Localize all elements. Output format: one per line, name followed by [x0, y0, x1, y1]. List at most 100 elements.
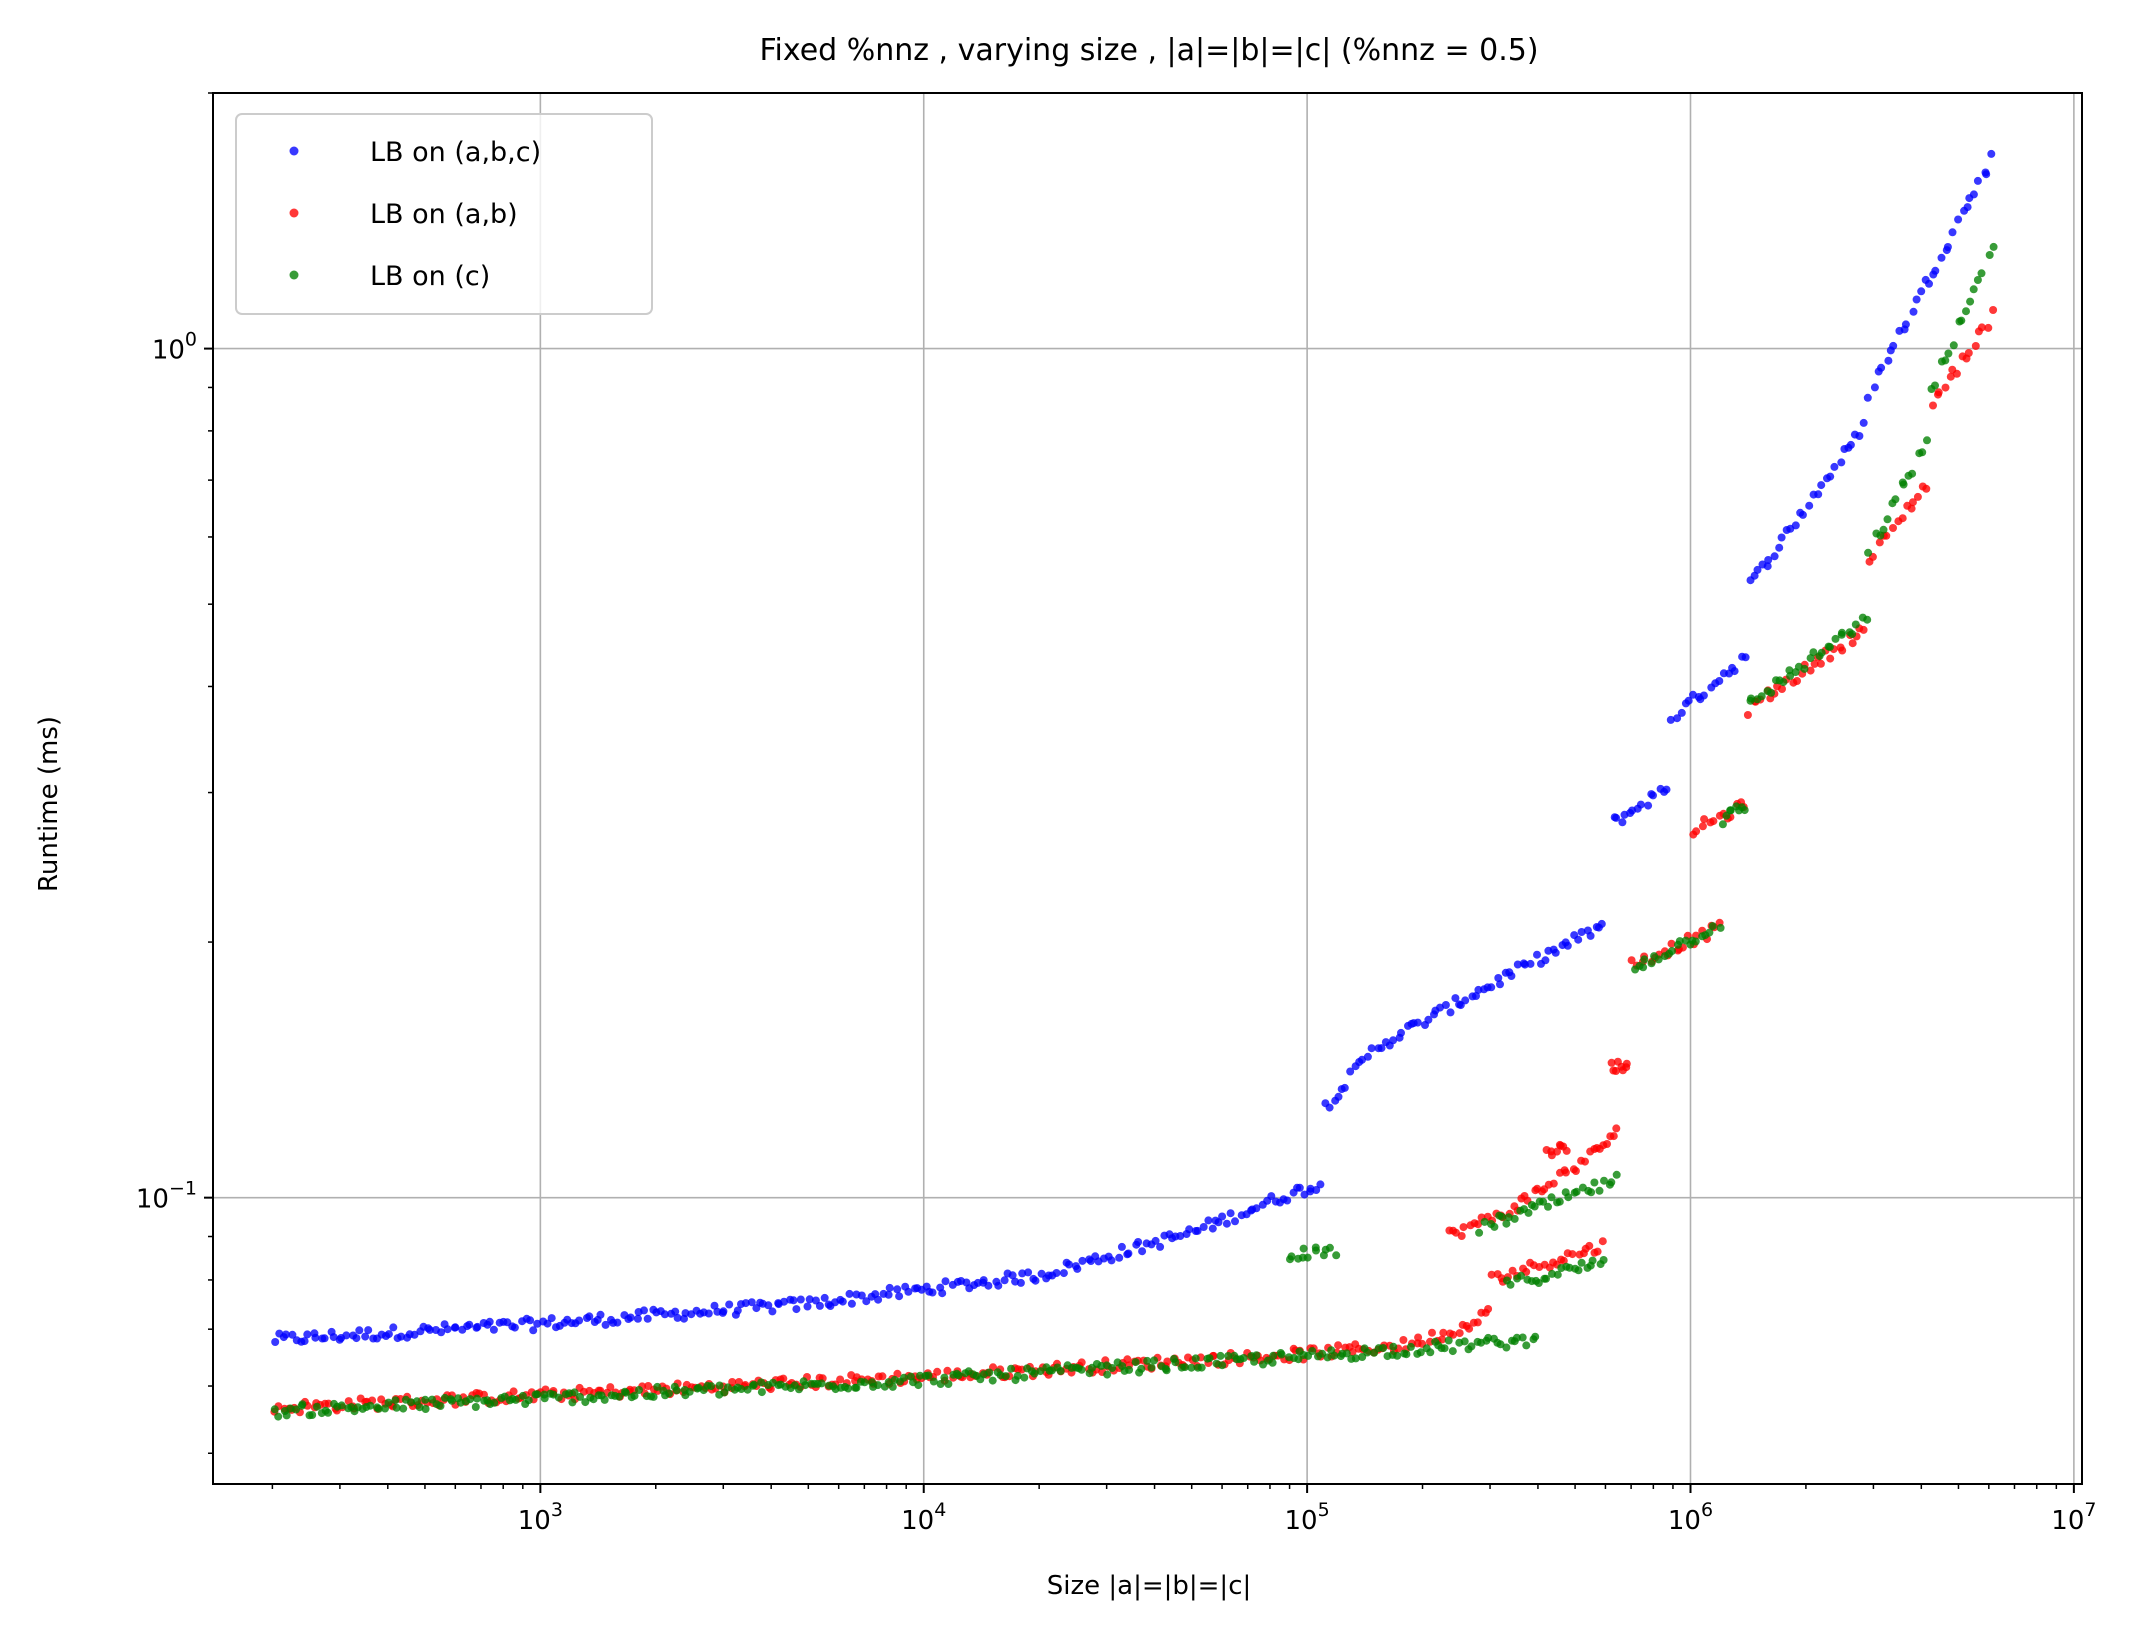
- data-point: [282, 1411, 291, 1420]
- data-point: [838, 1297, 847, 1306]
- data-point: [1416, 1348, 1425, 1357]
- data-point: [311, 1333, 320, 1342]
- data-point: [878, 1372, 887, 1381]
- data-point: [1977, 323, 1986, 332]
- data-point: [425, 1325, 434, 1334]
- data-point: [1929, 401, 1937, 410]
- data-point: [1526, 959, 1535, 968]
- data-point: [1855, 432, 1864, 440]
- data-point: [1487, 983, 1496, 992]
- data-point: [1231, 1217, 1239, 1226]
- data-point: [421, 1405, 430, 1413]
- y-tick-label: 10−1: [136, 1178, 197, 1215]
- data-point: [1963, 203, 1972, 212]
- data-point: [895, 1292, 904, 1301]
- legend-label: LB on (c): [370, 261, 490, 292]
- y-tick-label: 100: [152, 329, 197, 366]
- data-point: [1923, 436, 1931, 445]
- data-point: [1627, 956, 1636, 965]
- data-point: [1239, 1354, 1248, 1362]
- data-point: [1078, 1256, 1087, 1265]
- data-point: [1475, 1228, 1484, 1237]
- data-point: [1406, 1342, 1415, 1351]
- data-point: [471, 1403, 480, 1411]
- data-point: [1134, 1238, 1143, 1246]
- data-point: [1740, 806, 1749, 815]
- data-point: [1612, 1170, 1621, 1179]
- data-point: [1312, 1246, 1320, 1255]
- data-point: [815, 1301, 824, 1310]
- data-point: [1907, 504, 1916, 513]
- data-point: [1989, 242, 1998, 251]
- data-point: [1831, 634, 1840, 643]
- data-point: [1598, 1237, 1607, 1246]
- data-point: [1496, 1340, 1505, 1349]
- data-point: [621, 1388, 630, 1397]
- data-point: [1508, 1266, 1517, 1275]
- data-point: [665, 1389, 673, 1398]
- data-point: [633, 1314, 642, 1323]
- data-point: [298, 1400, 307, 1409]
- data-point: [1779, 678, 1788, 687]
- data-point: [874, 1295, 883, 1304]
- data-point: [1826, 654, 1835, 663]
- data-point: [1268, 1358, 1277, 1367]
- data-point: [1667, 939, 1676, 948]
- data-point: [673, 1313, 682, 1322]
- legend: LB on (a,b,c) LB on (a,b) LB on (c): [235, 113, 653, 315]
- data-point: [384, 1398, 393, 1407]
- data-point: [1571, 1167, 1580, 1175]
- data-point: [1572, 1187, 1581, 1196]
- data-point: [352, 1334, 361, 1343]
- data-point: [1764, 556, 1773, 564]
- data-point: [1547, 1193, 1556, 1202]
- data-point: [300, 1337, 309, 1346]
- data-point: [1510, 1214, 1519, 1223]
- data-point: [1457, 1232, 1466, 1240]
- data-point: [1969, 285, 1978, 294]
- data-point: [1103, 1370, 1112, 1379]
- data-point: [1518, 1333, 1527, 1342]
- data-point: [1622, 1059, 1631, 1068]
- data-point: [1332, 1251, 1341, 1260]
- data-point: [1817, 648, 1826, 657]
- data-point: [728, 1378, 737, 1386]
- data-point: [1889, 524, 1897, 532]
- data-point: [1597, 919, 1606, 928]
- data-point: [1513, 960, 1522, 969]
- data-point: [1741, 653, 1750, 662]
- data-point: [1984, 323, 1993, 332]
- data-point: [1954, 215, 1963, 224]
- data-point: [924, 1371, 933, 1380]
- data-point: [1716, 923, 1725, 932]
- data-point: [1303, 1253, 1312, 1262]
- data-point: [1595, 1186, 1604, 1195]
- data-point: [606, 1383, 615, 1392]
- data-point: [510, 1323, 519, 1332]
- data-point: [1677, 708, 1686, 717]
- data-point: [893, 1285, 902, 1294]
- data-point: [1949, 341, 1958, 350]
- data-point: [473, 1394, 481, 1403]
- data-point: [613, 1318, 622, 1327]
- data-point: [533, 1390, 542, 1399]
- data-point: [391, 1396, 400, 1405]
- data-point: [1636, 800, 1645, 809]
- data-point: [1922, 484, 1931, 493]
- data-point: [1379, 1344, 1388, 1352]
- data-point: [1848, 630, 1857, 639]
- data-point: [1553, 1270, 1562, 1279]
- data-point: [1962, 307, 1970, 316]
- data-point: [1757, 692, 1766, 701]
- data-point: [1607, 1058, 1616, 1067]
- data-point: [1216, 1351, 1225, 1360]
- data-point: [1389, 1342, 1398, 1351]
- data-point: [1800, 664, 1809, 673]
- data-point: [585, 1312, 594, 1321]
- legend-label: LB on (a,b,c): [370, 137, 541, 168]
- x-tick-label: 106: [1668, 1499, 1713, 1536]
- data-point: [1946, 372, 1955, 381]
- data-point: [944, 1380, 953, 1388]
- data-point: [1461, 996, 1470, 1005]
